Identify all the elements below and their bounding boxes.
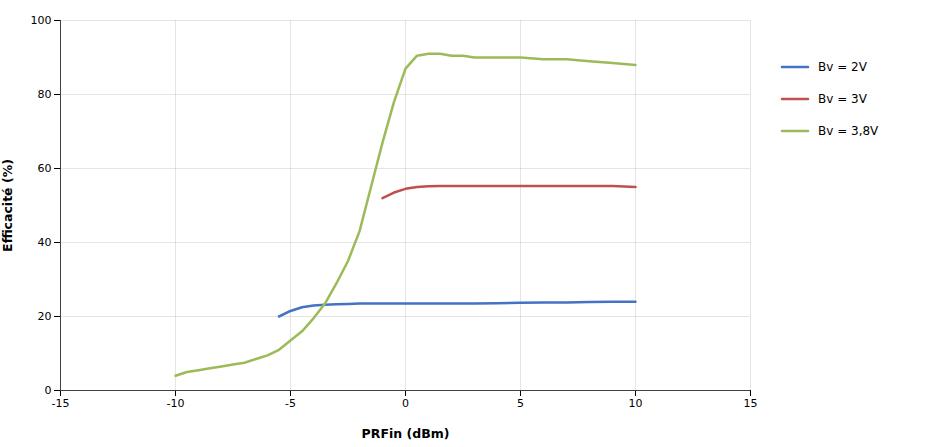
- svg-text:20: 20: [38, 310, 52, 323]
- svg-text:100: 100: [31, 14, 52, 27]
- svg-text:-15: -15: [52, 397, 70, 410]
- svg-text:60: 60: [38, 162, 52, 175]
- svg-text:-10: -10: [167, 397, 185, 410]
- svg-text:0: 0: [402, 397, 409, 410]
- svg-text:15: 15: [744, 397, 758, 410]
- html-text:Bv = 3V: Bv = 3V: [818, 92, 867, 106]
- svg-text:80: 80: [38, 88, 52, 101]
- svg-text:5: 5: [517, 397, 524, 410]
- svg-text:40: 40: [38, 236, 52, 249]
- svg-text:0: 0: [45, 384, 52, 397]
- svg-text:PRFin (dBm): PRFin (dBm): [362, 426, 450, 441]
- html-text:Bv = 3,8V: Bv = 3,8V: [818, 124, 879, 138]
- svg-text:-5: -5: [285, 397, 296, 410]
- svg-text:10: 10: [629, 397, 643, 410]
- html-text:Bv = 2V: Bv = 2V: [818, 60, 867, 74]
- svg-text:Efficacité (%): Efficacité (%): [0, 159, 15, 252]
